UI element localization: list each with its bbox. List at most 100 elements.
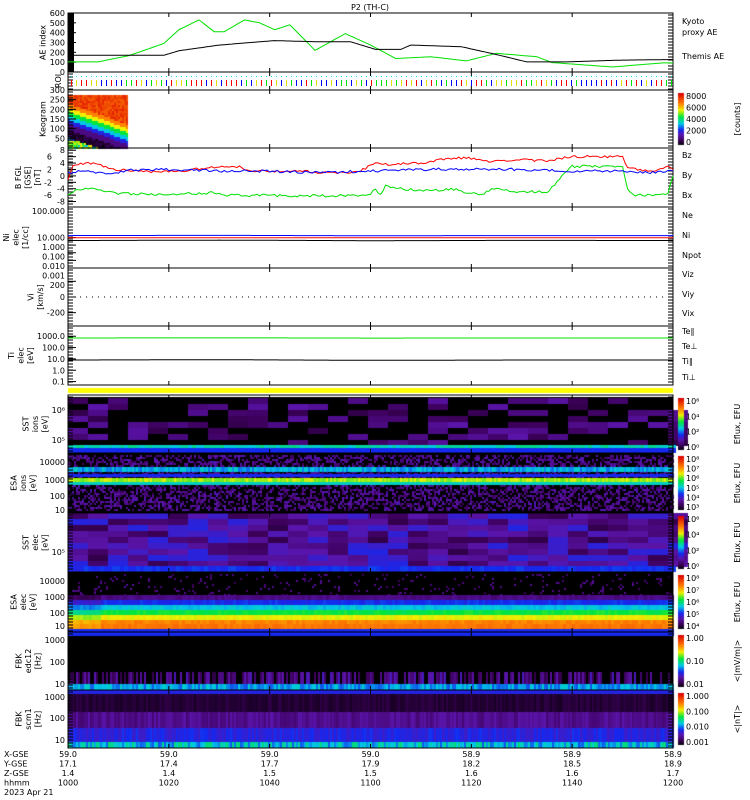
roi-marker: [256, 76, 257, 77]
legend-b: Bz: [682, 151, 692, 160]
roi-marker: [131, 76, 132, 77]
ephemeris-value: 17.7: [261, 760, 279, 769]
ylabel-sst_elec: SST: [22, 535, 31, 550]
roi-marker: [651, 76, 652, 77]
roi-marker: [86, 80, 87, 86]
ephemeris-value: 1.4: [162, 769, 175, 778]
roi-marker: [191, 76, 192, 77]
roi-marker: [221, 76, 222, 77]
roi-marker: [646, 76, 647, 77]
colorbar-unit-fbk_scm1: <|nT|>: [733, 705, 742, 734]
colorbar-label-esa_elec: 10⁶: [686, 598, 699, 607]
colorbar-label-keogram: 4000: [686, 115, 706, 124]
roi-marker: [316, 76, 317, 77]
colorbar-label-fbk_edc12: 1.00: [686, 634, 704, 643]
roi-marker: [96, 76, 97, 77]
roi-marker: [516, 80, 517, 86]
roi-marker: [406, 76, 407, 77]
roi-marker: [111, 76, 112, 77]
colorbar-label-sst_ions: 10⁰: [686, 443, 699, 452]
roi-marker: [276, 80, 277, 86]
roi-marker: [311, 76, 312, 77]
ytick-label: 100: [50, 492, 65, 501]
ytick-label: 10⁶: [52, 406, 65, 415]
roi-marker: [491, 76, 492, 77]
roi-marker: [266, 80, 267, 86]
panel-frame-esa_elec: [67, 571, 674, 633]
ytick-label: 50: [55, 134, 65, 143]
ytick-label: 200: [50, 281, 65, 290]
colorbar-label-fbk_scm1: 0.100: [686, 707, 709, 716]
ylabel-esa_ions: ESA: [10, 475, 19, 491]
roi-marker: [531, 76, 532, 77]
roi-marker: [481, 80, 482, 86]
roi-marker: [401, 80, 402, 86]
ephemeris-value: 58.9: [462, 750, 480, 759]
roi-marker: [581, 76, 582, 77]
roi-marker: [286, 76, 287, 77]
roi-marker: [456, 80, 457, 86]
roi-marker: [661, 80, 662, 86]
series-line-bx: [67, 167, 674, 175]
roi-marker: [251, 80, 252, 86]
roi-marker: [431, 76, 432, 77]
ytick-label: 250: [50, 96, 65, 105]
ylabel-fbk_scm1: scm1: [24, 708, 33, 729]
ytick-label: 100.0: [42, 344, 65, 353]
ytick-label: 100: [50, 125, 65, 134]
roi-marker: [561, 76, 562, 77]
ytick-label: 0: [60, 68, 65, 77]
roi-marker: [541, 76, 542, 77]
ephemeris-value: 1120: [461, 779, 481, 788]
ylabel-ni: [1/cc]: [21, 226, 30, 249]
ytick-label: 2: [47, 165, 52, 174]
ytick-label: 100: [50, 58, 65, 67]
ephemeris-value: 1.6: [566, 769, 579, 778]
legend-n: Ni: [682, 231, 690, 240]
roi-marker: [121, 76, 122, 77]
ytick-label: 10: [55, 680, 65, 689]
ytick-label: 10: [55, 622, 65, 631]
roi-marker: [571, 76, 572, 77]
roi-marker: [91, 76, 92, 77]
ylabel-ti: elec: [17, 347, 26, 363]
ephemeris-value: 17.1: [59, 760, 77, 769]
colorbar-label-fbk_scm1: 0.010: [686, 723, 709, 732]
roi-marker: [471, 76, 472, 77]
roi-marker: [106, 76, 107, 77]
roi-marker: [241, 76, 242, 77]
ytick-label: -6: [44, 191, 52, 200]
roi-marker: [116, 80, 117, 86]
colorbar-label-sst_elec: 10⁰: [686, 562, 699, 571]
roi-marker: [231, 76, 232, 77]
roi-marker: [366, 80, 367, 86]
roi-marker: [616, 80, 617, 86]
colorbar-unit-esa_ions: Eflux, EFU: [733, 463, 742, 504]
roi-marker: [481, 76, 482, 77]
roi-marker: [296, 80, 297, 86]
ylabel-esa_elec: ESA: [10, 594, 19, 610]
roi-marker: [416, 80, 417, 86]
ephemeris-value: 18.2: [462, 760, 480, 769]
roi-marker: [626, 80, 627, 86]
roi-marker: [436, 76, 437, 77]
ephemeris-value: 59.0: [362, 750, 380, 759]
roi-marker: [206, 80, 207, 86]
ytick-label: 10⁵: [52, 548, 65, 557]
roi-marker: [236, 76, 237, 77]
ytick-label: 6: [47, 153, 52, 162]
roi-marker: [371, 80, 372, 86]
roi-marker: [556, 80, 557, 86]
roi-marker: [596, 80, 597, 86]
ephemeris-row-label: hhmm: [4, 779, 30, 788]
ephemeris-row-label: X-GSE: [4, 750, 29, 759]
roi-marker: [326, 80, 327, 86]
roi-marker: [476, 76, 477, 77]
roi-marker: [346, 76, 347, 77]
roi-marker: [591, 76, 592, 77]
roi-marker: [576, 80, 577, 86]
ylabel-vi: Vi: [26, 293, 35, 301]
roi-marker: [426, 76, 427, 77]
roi-marker: [461, 76, 462, 77]
